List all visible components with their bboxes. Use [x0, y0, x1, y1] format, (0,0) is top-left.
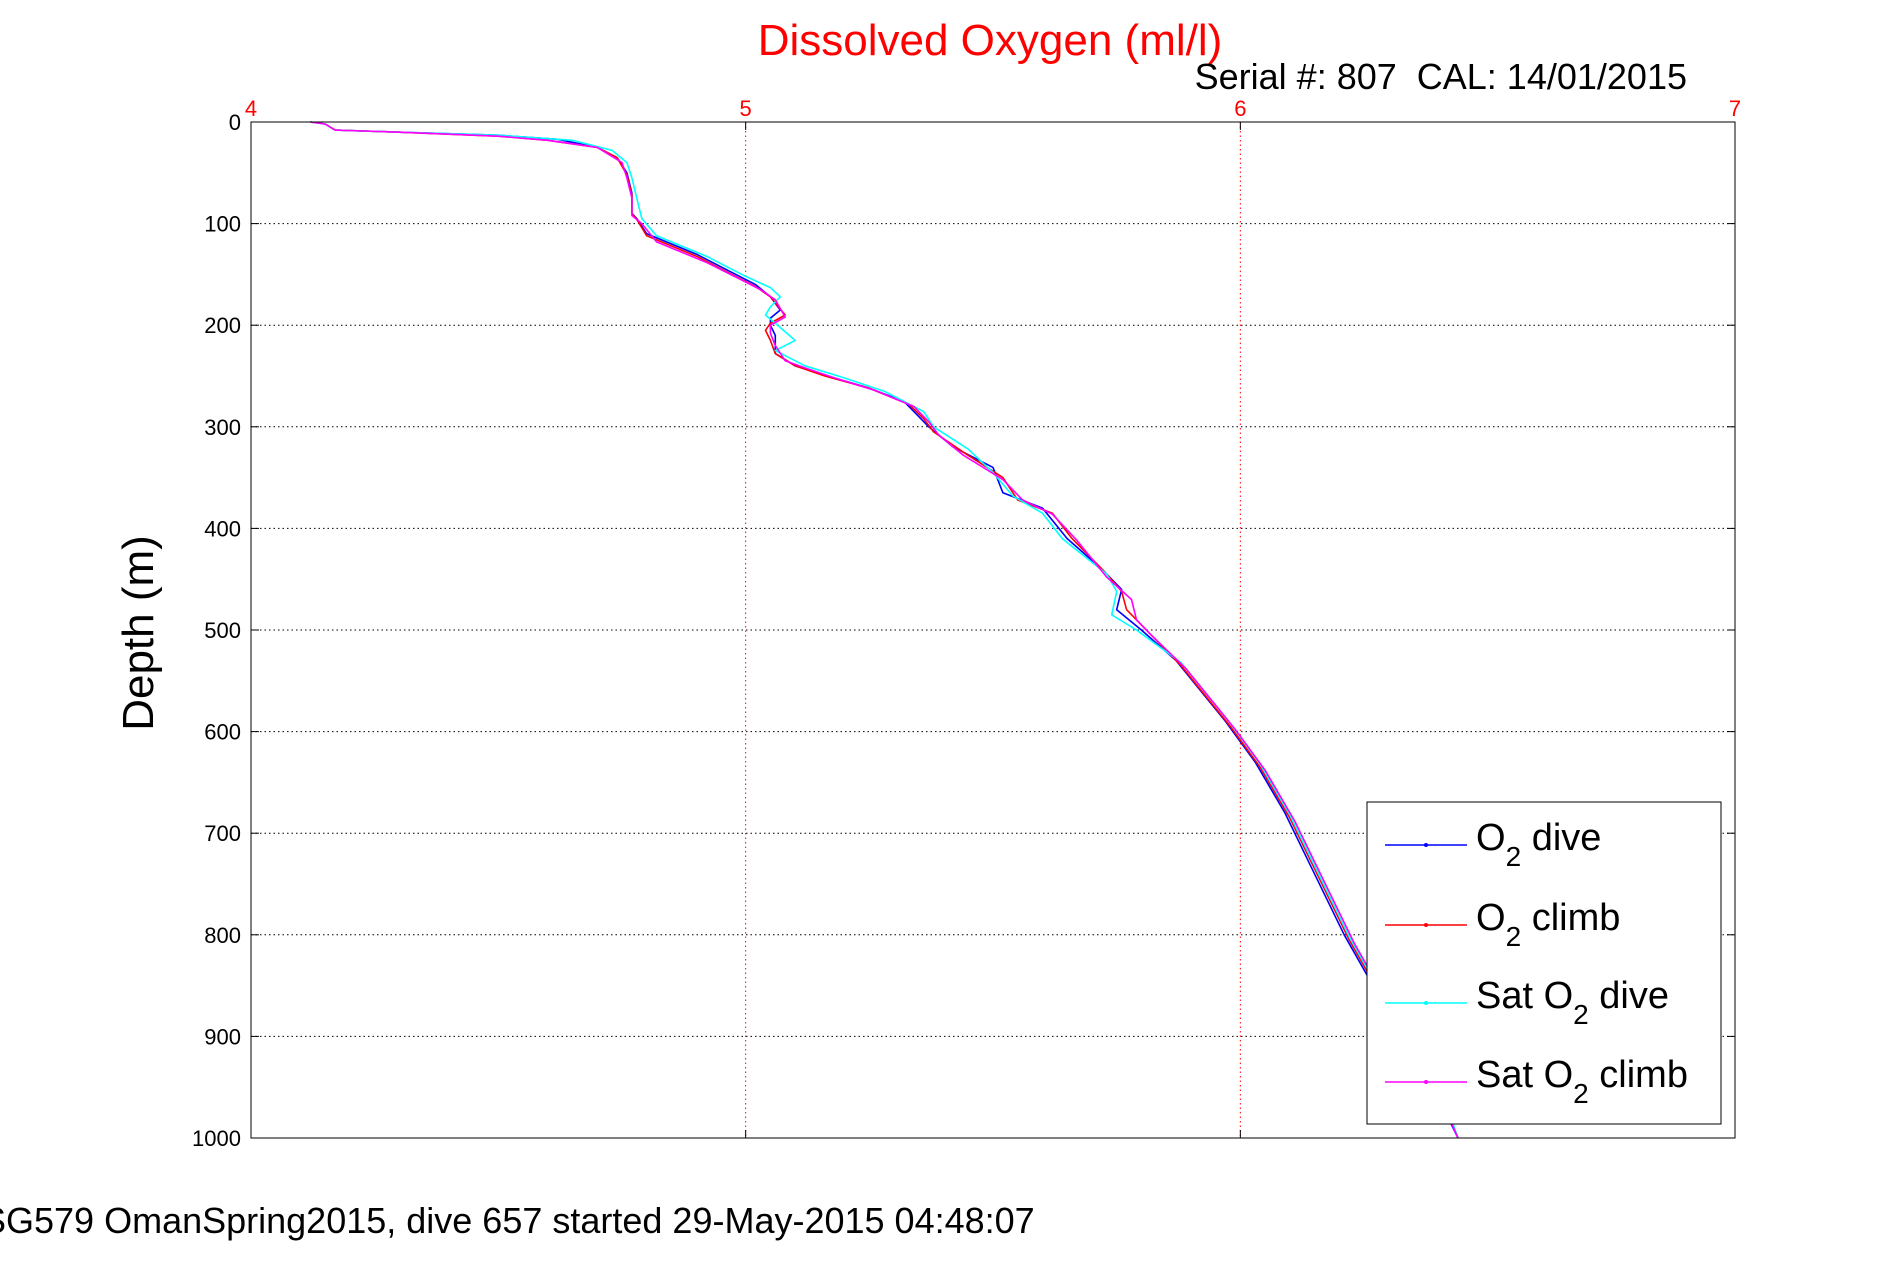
legend-box [1366, 801, 1722, 1125]
y-tick-label: 400 [204, 516, 241, 541]
x-ticks: 4 5 6 7 [245, 96, 1741, 1138]
y-tick-label: 1000 [192, 1126, 241, 1151]
legend-label: O2 dive [1476, 817, 1601, 872]
legend: O2 dive O2 climb Sat O2 dive Sat O2 climb [1366, 801, 1722, 1125]
y-tick-label: 600 [204, 720, 241, 745]
chart-title: Dissolved Oxygen (ml/l) [758, 16, 1223, 65]
legend-marker [1424, 1001, 1428, 1005]
plot-series [310, 121, 1459, 1139]
y-tick-label: 500 [204, 618, 241, 643]
y-axis-label: Depth (m) [114, 535, 163, 731]
footer-text: SG579 OmanSpring2015, dive 657 started 2… [0, 1200, 1035, 1241]
y-tick-label: 800 [204, 923, 241, 948]
legend-marker [1424, 923, 1428, 927]
x-tick-label: 6 [1234, 96, 1246, 121]
legend-marker [1424, 1080, 1428, 1084]
y-ticks: 0 100 200 300 400 500 600 700 800 900 1000 [192, 110, 1735, 1151]
y-tick-label: 300 [204, 415, 241, 440]
legend-label: Sat O2 dive [1476, 975, 1669, 1030]
series-line [310, 121, 1459, 1139]
y-tick-label: 100 [204, 212, 241, 237]
y-tick-label: 700 [204, 821, 241, 846]
chart-subtitle: Serial #: 807 CAL: 14/01/2015 [1195, 56, 1687, 97]
y-tick-label: 200 [204, 313, 241, 338]
legend-marker [1424, 843, 1428, 847]
x-tick-label: 4 [245, 96, 257, 121]
y-tick-label: 0 [229, 110, 241, 135]
legend-label: O2 climb [1476, 897, 1620, 952]
y-tick-label: 900 [204, 1024, 241, 1049]
x-tick-label: 7 [1729, 96, 1741, 121]
legend-label: Sat O2 climb [1476, 1054, 1688, 1109]
x-tick-label: 5 [740, 96, 752, 121]
